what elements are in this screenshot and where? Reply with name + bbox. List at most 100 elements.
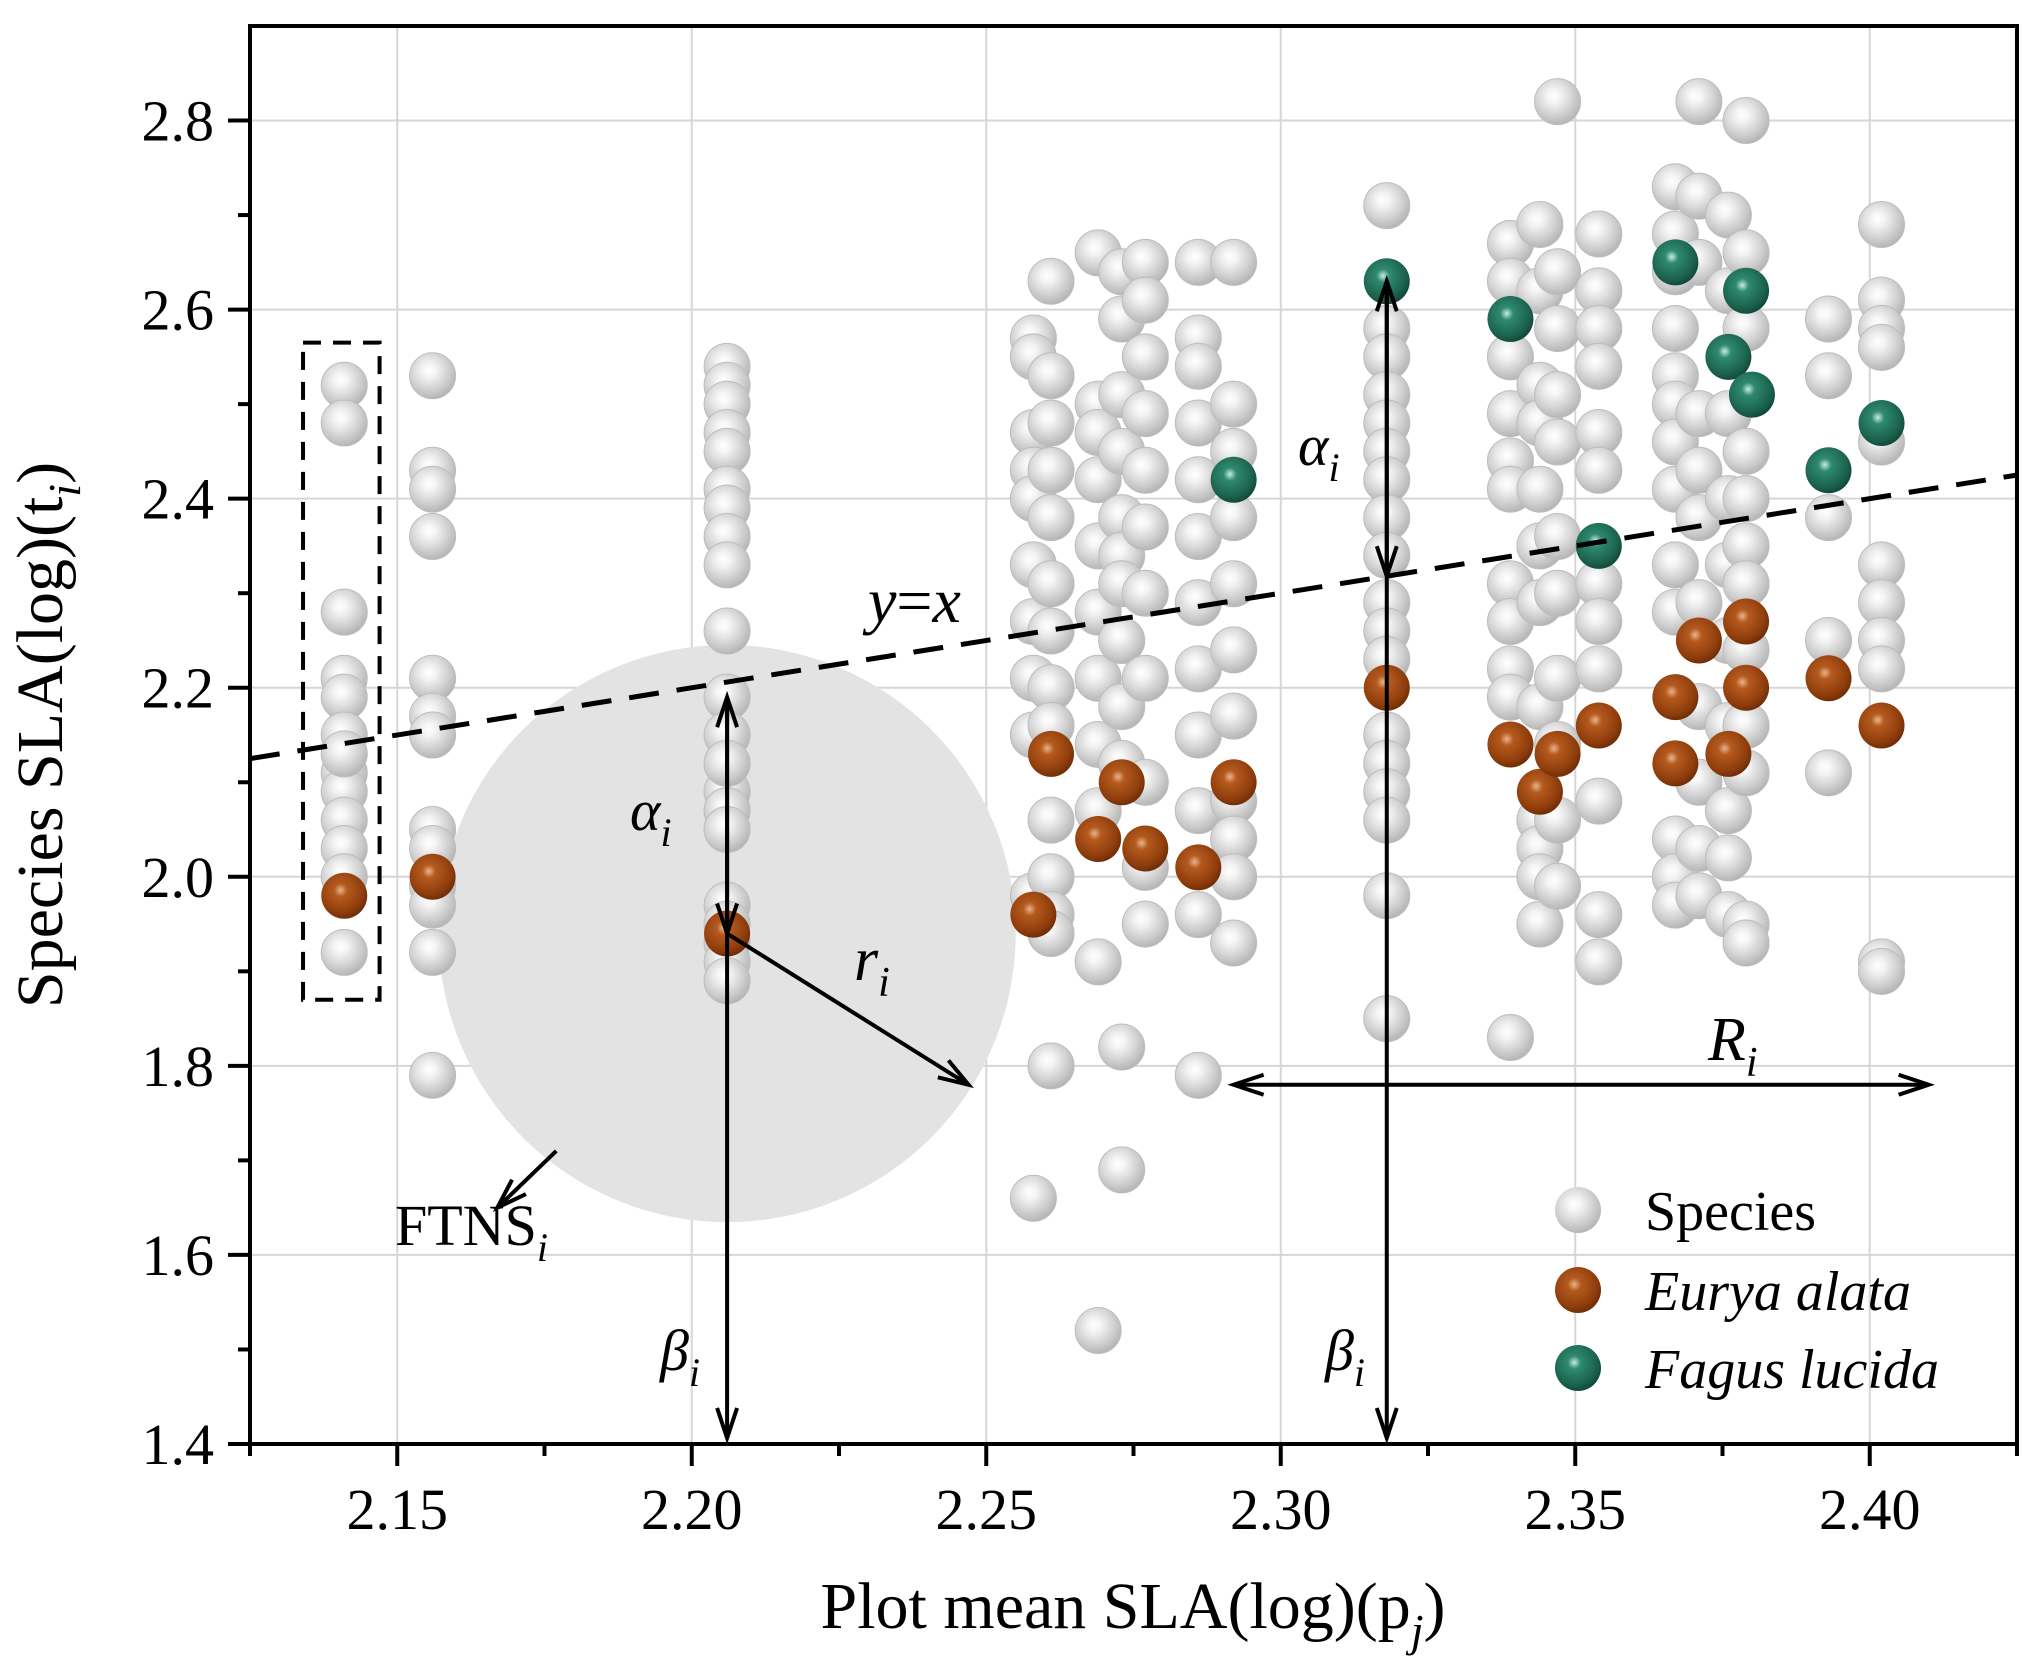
eurya-alata-point	[321, 872, 368, 919]
species-point	[320, 588, 368, 636]
y-tick-label: 1.4	[142, 1412, 215, 1477]
fagus-lucida-point	[1652, 239, 1699, 286]
x-tick-label: 2.25	[936, 1477, 1038, 1542]
fagus-lucida-point	[1723, 267, 1770, 314]
species-point	[1174, 891, 1222, 939]
legend-item-eurya-alata: Eurya alata	[1555, 1261, 1911, 1323]
axis-ticks	[228, 118, 2019, 1466]
species-point	[1210, 692, 1258, 740]
species-point	[1027, 352, 1075, 400]
species-point	[1534, 418, 1582, 466]
species-point	[1534, 862, 1582, 910]
y-tick-label: 2.0	[142, 845, 215, 910]
species-point	[1174, 1051, 1222, 1099]
annotation-arrows	[492, 274, 1935, 1445]
legend-marker-species	[1555, 1187, 1601, 1233]
legend-label-species: Species	[1645, 1181, 1816, 1243]
eurya-alata-point	[1575, 702, 1622, 749]
legend-marker-eurya-alata	[1555, 1267, 1601, 1313]
species-point	[1027, 494, 1075, 542]
y-tick-label: 1.6	[142, 1223, 215, 1288]
eurya-alata-point	[1210, 759, 1257, 806]
eurya-alata-point	[1652, 674, 1699, 721]
species-point	[1534, 248, 1582, 296]
legend-item-fagus-lucida: Fagus lucida	[1555, 1339, 1939, 1401]
eurya-alata-point	[1858, 702, 1905, 749]
legend: Species Eurya alata Fagus lucida	[1555, 1181, 1939, 1401]
eurya-alata-point	[1675, 617, 1722, 664]
eurya-alata-point	[1075, 815, 1122, 862]
eurya-alata-point	[1516, 768, 1563, 815]
species-point	[1210, 238, 1258, 286]
species-point	[409, 512, 457, 560]
eurya-alata-point	[1010, 891, 1057, 938]
legend-item-species: Species	[1555, 1181, 1816, 1243]
r-arrow	[726, 931, 970, 1087]
fagus-lucida-point	[1728, 371, 1775, 418]
dashed-box	[301, 340, 382, 1002]
species-point	[1210, 380, 1258, 428]
r-arrow-head	[937, 1059, 974, 1089]
species-point	[1575, 645, 1623, 693]
ftns-label: FTNSi	[395, 1193, 548, 1270]
beta-arrow-right-head	[1374, 1407, 1399, 1445]
species-point	[1027, 560, 1075, 608]
species-point	[1722, 427, 1770, 475]
species-point	[1858, 645, 1906, 693]
species-point	[1805, 749, 1853, 797]
eurya-alata-point	[1705, 730, 1752, 777]
species-point	[703, 607, 751, 655]
tick-labels: 2.15 2.20 2.25 2.30 2.35 2.40 1.4 1.6 1.8 2.0 2.2 2…	[142, 89, 1921, 1542]
species-point	[1575, 777, 1623, 825]
eurya-alata-point	[1098, 759, 1145, 806]
species-point	[1534, 654, 1582, 702]
species-point	[1210, 626, 1258, 674]
species-point	[1121, 446, 1169, 494]
eurya-alata-point	[1723, 598, 1770, 645]
ref-line-label: y=x	[862, 565, 961, 636]
species-point	[1575, 342, 1623, 390]
species-point	[1174, 342, 1222, 390]
species-point	[1027, 257, 1075, 305]
species-point	[1675, 446, 1723, 494]
x-tick-label: 2.40	[1819, 1477, 1921, 1542]
reference-line-y-equals-x	[250, 472, 2017, 762]
alpha-label-left: αi	[630, 778, 672, 855]
eurya-alata-point	[1723, 664, 1770, 711]
species-point	[1575, 891, 1623, 939]
data-points	[320, 78, 1906, 1355]
fagus-lucida-point	[1210, 456, 1257, 503]
fagus-lucida-point	[1487, 296, 1534, 343]
ftns-pointer-arrow	[495, 1149, 558, 1210]
species-point	[1027, 607, 1075, 655]
x-tick-label: 2.20	[641, 1477, 743, 1542]
species-point	[320, 928, 368, 976]
species-point	[1363, 182, 1411, 230]
species-point	[320, 399, 368, 447]
y-axis-title: Species SLA(log)(ti)	[4, 462, 90, 1008]
species-point	[1858, 201, 1906, 249]
species-point	[1651, 305, 1699, 353]
legend-marker-fagus-lucida	[1555, 1345, 1601, 1391]
y-tick-label: 2.2	[142, 656, 215, 721]
eurya-alata-point	[1175, 844, 1222, 891]
fagus-lucida-point	[1805, 447, 1852, 494]
species-point	[1121, 390, 1169, 438]
eurya-alata-point	[1652, 740, 1699, 787]
beta-label-left: βi	[659, 1318, 700, 1395]
species-point	[1074, 1307, 1122, 1355]
dashed-group-box	[301, 340, 382, 1002]
species-point	[1575, 446, 1623, 494]
species-point	[1575, 210, 1623, 258]
species-point	[409, 465, 457, 513]
fagus-lucida-point	[1858, 400, 1905, 447]
species-point	[1098, 1146, 1146, 1194]
big-r-label: Ri	[1707, 1006, 1758, 1086]
alpha-label-right: αi	[1298, 413, 1340, 490]
species-point	[409, 352, 457, 400]
species-point	[1121, 654, 1169, 702]
eurya-alata-point	[1487, 721, 1534, 768]
species-point	[409, 711, 457, 759]
y-tick-label: 1.8	[142, 1034, 215, 1099]
